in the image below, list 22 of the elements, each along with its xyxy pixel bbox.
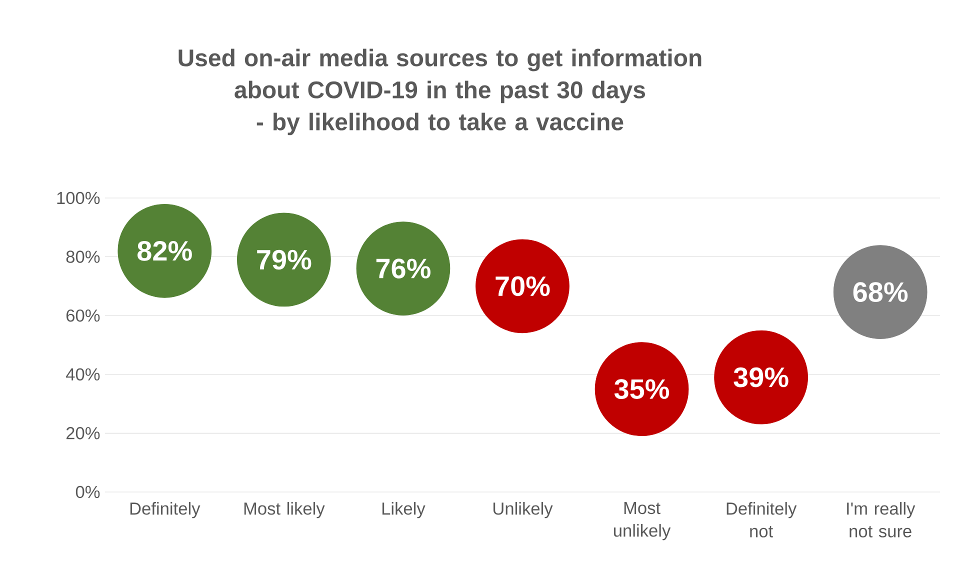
data-label: 35% xyxy=(614,379,670,400)
data-label: 79% xyxy=(257,250,312,270)
data-label: 68% xyxy=(853,282,908,302)
x-tick-label: Most likely xyxy=(244,502,325,518)
chart-title: Used on-air media sources to get information about COVID-19 in the past 30 days xyxy=(178,48,702,104)
y-tick-label: 60% xyxy=(66,309,100,322)
x-tick-label: Unlikely xyxy=(493,502,553,518)
y-tick-label: 40% xyxy=(66,368,100,381)
data-label: 39% xyxy=(734,367,788,388)
y-tick-label: 100% xyxy=(57,192,100,204)
y-tick-label: 80% xyxy=(66,250,100,263)
y-tick-label: 0% xyxy=(76,486,100,498)
data-label: 70% xyxy=(496,276,550,296)
x-tick-label: I'm really not sure xyxy=(847,502,916,538)
x-tick-label: Most unlikely xyxy=(614,502,671,540)
x-tick-label: Definitely not xyxy=(726,502,797,538)
x-tick-label: Likely xyxy=(382,502,426,518)
data-label: 76% xyxy=(376,258,430,278)
y-tick-label: 20% xyxy=(66,427,100,440)
chart-subtitle: - by likelihood to take a vaccine xyxy=(256,112,624,136)
data-label: 82% xyxy=(138,240,192,261)
x-tick-label: Definitely xyxy=(130,502,200,518)
